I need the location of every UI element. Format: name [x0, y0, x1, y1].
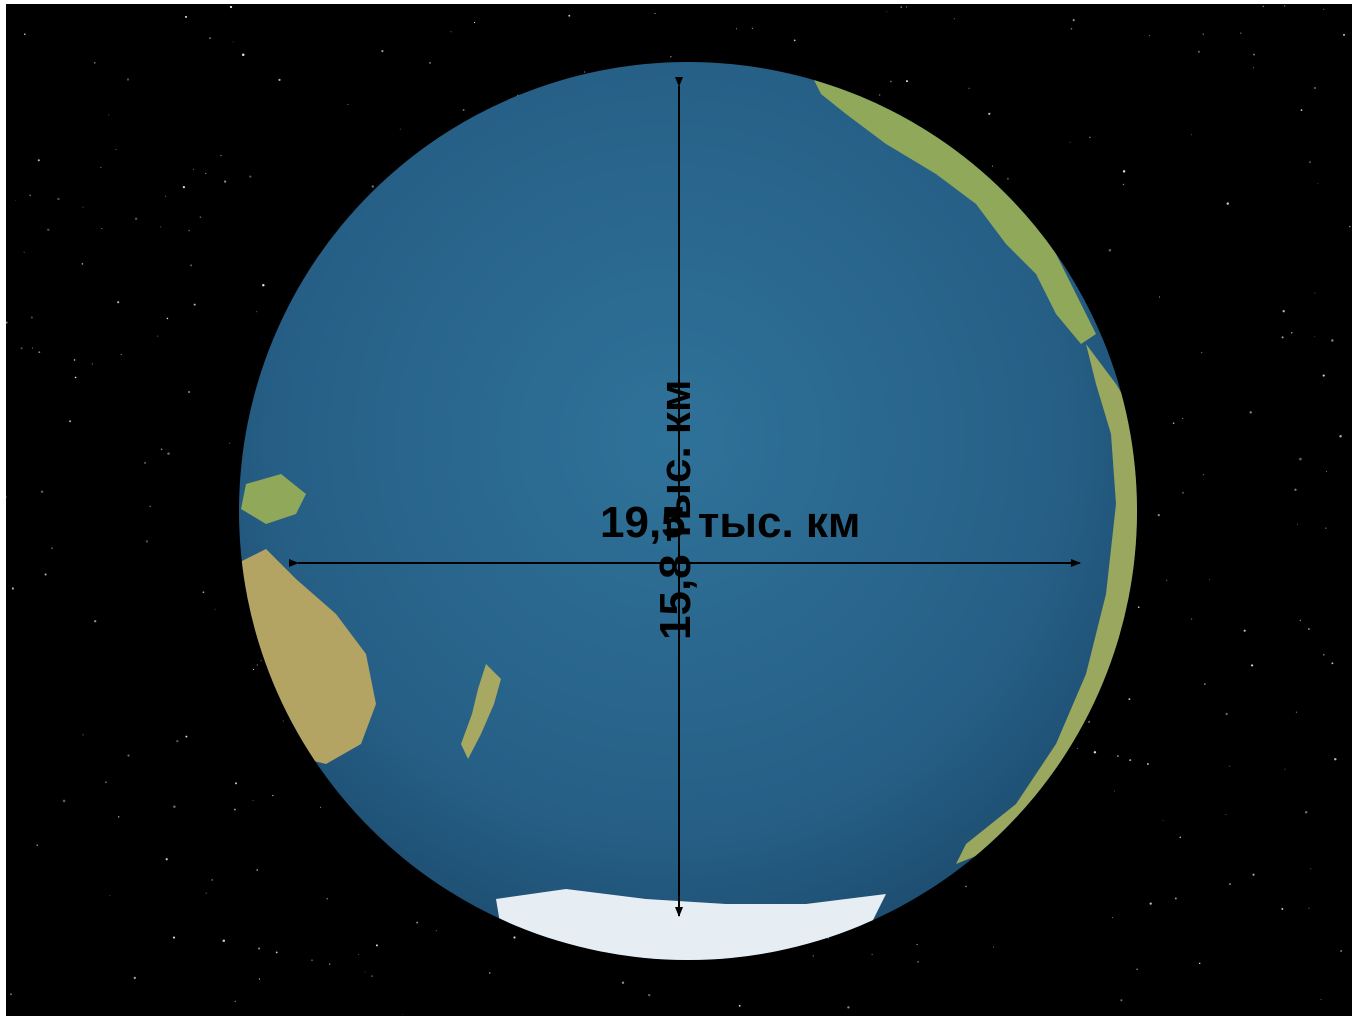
globe	[239, 62, 1137, 960]
width-label: 19,5 тыс. км	[600, 498, 861, 547]
globe-illustration	[6, 5, 1351, 1016]
south-america-landmass	[956, 344, 1137, 864]
height-label: 15,8 тыс. км	[651, 379, 700, 640]
north-america-landmass	[811, 64, 1096, 344]
space-background	[6, 4, 1352, 1016]
new-zealand-landmass	[461, 664, 501, 759]
new-guinea-landmass	[241, 474, 306, 524]
